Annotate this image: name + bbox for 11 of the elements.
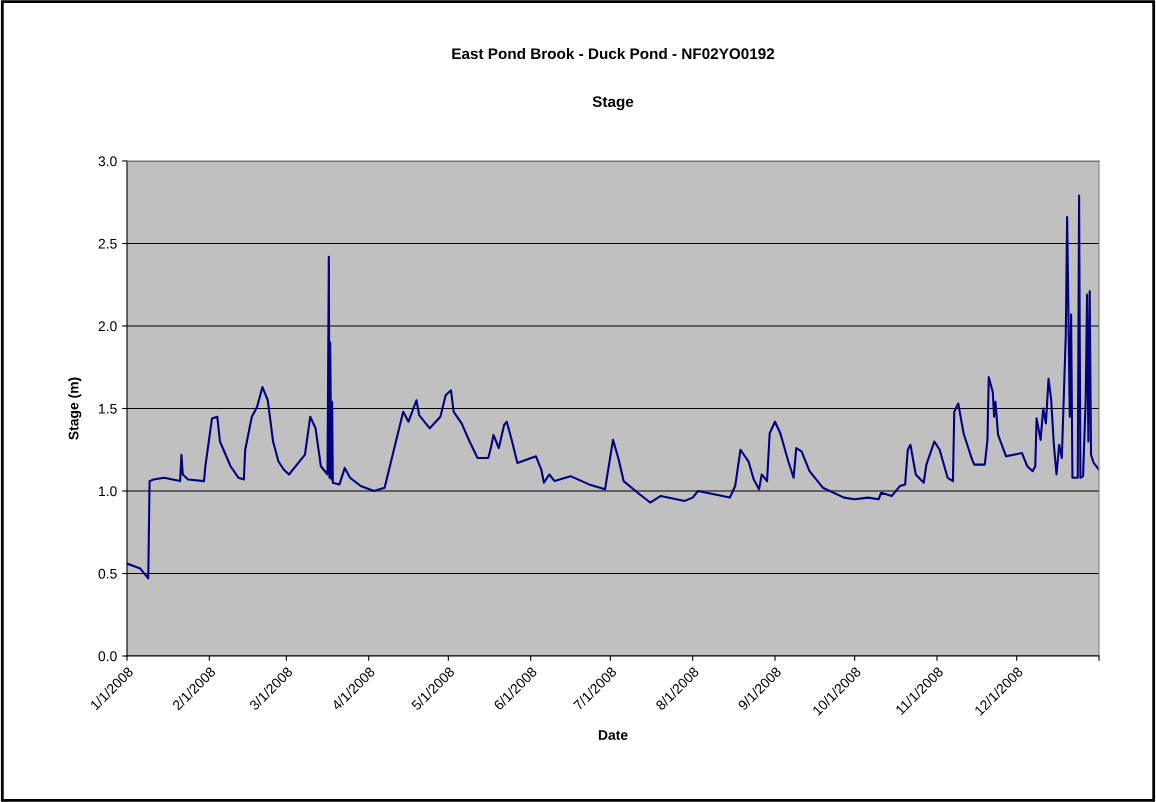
y-tick-label: 2.5 (98, 238, 117, 249)
y-axis-title: Stage (m) (68, 377, 82, 440)
y-tick-label: 1.0 (99, 486, 117, 497)
y-tick-label: 0.0 (98, 651, 117, 662)
x-axis-title: Date (598, 730, 628, 740)
y-tick-label: 2.0 (98, 321, 117, 332)
y-tick-label: 3.0 (98, 156, 117, 167)
chart-subtitle: Stage (592, 96, 634, 111)
y-tick-label: 0.5 (98, 568, 117, 579)
y-tick-label: 1.5 (99, 403, 117, 414)
chart-title: East Pond Brook - Duck Pond - NF02YO0192 (452, 47, 775, 60)
